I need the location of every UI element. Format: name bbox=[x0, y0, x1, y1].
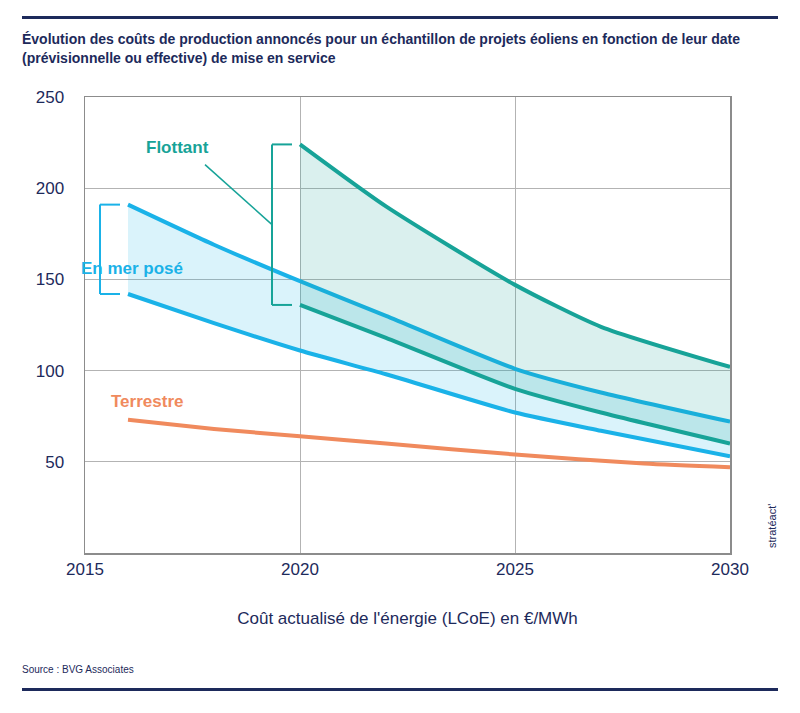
svg-text:Terrestre: Terrestre bbox=[111, 392, 183, 411]
svg-text:En mer posé: En mer posé bbox=[81, 259, 183, 278]
svg-text:2015: 2015 bbox=[66, 560, 104, 579]
svg-text:200: 200 bbox=[36, 179, 64, 198]
svg-text:Coût actualisé de l'énergie (L: Coût actualisé de l'énergie (LCoE) en €/… bbox=[237, 609, 578, 628]
html-text:stratéact': stratéact' bbox=[766, 503, 778, 548]
svg-text:100: 100 bbox=[36, 362, 64, 381]
svg-text:50: 50 bbox=[45, 453, 64, 472]
svg-text:150: 150 bbox=[36, 270, 64, 289]
svg-text:2020: 2020 bbox=[281, 560, 319, 579]
html-text:Source : BVG Associates: Source : BVG Associates bbox=[22, 664, 134, 675]
svg-text:Flottant: Flottant bbox=[146, 138, 209, 157]
svg-text:250: 250 bbox=[36, 88, 64, 107]
svg-text:2025: 2025 bbox=[496, 560, 534, 579]
svg-text:2030: 2030 bbox=[711, 560, 749, 579]
html-text:Évolution des coûts de product: Évolution des coûts de production annonc… bbox=[22, 31, 740, 66]
